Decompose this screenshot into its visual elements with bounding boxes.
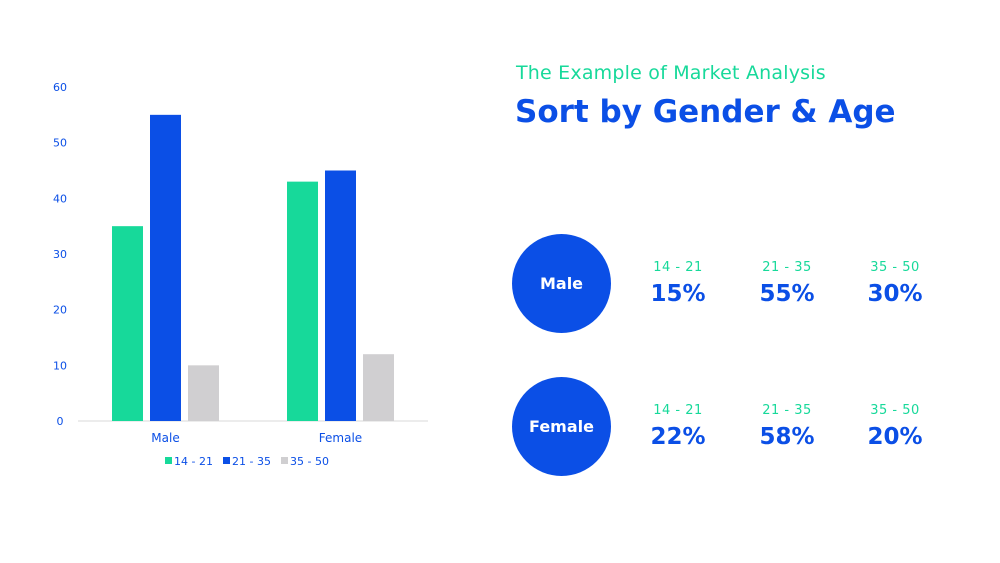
bar (150, 114, 181, 421)
age-label: 14 - 21 (653, 260, 703, 275)
bar (325, 170, 356, 421)
y-tick-label: 50 (53, 137, 67, 150)
legend-swatch (223, 457, 230, 464)
female-stat-35-50: 35 - 50 20% (845, 403, 945, 450)
y-tick-label: 20 (53, 304, 67, 317)
page-title: Sort by Gender & Age (515, 94, 896, 130)
male-stat-21-35: 21 - 35 55% (737, 260, 837, 307)
percentage-value: 22% (650, 424, 706, 450)
legend-label: 14 - 21 (174, 455, 213, 468)
percentage-value: 30% (867, 281, 923, 307)
age-label: 21 - 35 (762, 260, 812, 275)
y-axis-ticks: 0 10 20 30 40 50 60 (53, 81, 67, 428)
y-tick-label: 30 (53, 248, 67, 261)
bar (112, 226, 143, 421)
bar (287, 181, 318, 421)
female-circle: Female (512, 377, 611, 476)
bars (112, 114, 394, 421)
x-category-label: Male (151, 431, 179, 445)
category-labels: Male Female (151, 431, 362, 445)
legend-label: 35 - 50 (290, 455, 329, 468)
bar (363, 354, 394, 421)
x-category-label: Female (319, 431, 362, 445)
female-stat-21-35: 21 - 35 58% (737, 403, 837, 450)
legend-swatch (165, 457, 172, 464)
female-breakdown: Female 14 - 21 22% 21 - 35 58% 35 - 50 2… (512, 377, 952, 477)
legend-swatch (281, 457, 288, 464)
male-circle: Male (512, 234, 611, 333)
subtitle: The Example of Market Analysis (516, 62, 826, 84)
percentage-value: 15% (650, 281, 706, 307)
y-tick-label: 40 (53, 192, 67, 205)
y-tick-label: 60 (53, 81, 67, 94)
percentage-value: 58% (759, 424, 815, 450)
bar (188, 365, 219, 421)
bar-chart: 0 10 20 30 40 50 60 Male Female 14 - 21 21 - 35 3… (53, 81, 428, 468)
male-stat-35-50: 35 - 50 30% (845, 260, 945, 307)
age-label: 14 - 21 (653, 403, 703, 418)
y-tick-label: 0 (57, 415, 64, 428)
age-label: 35 - 50 (870, 260, 920, 275)
female-stat-14-21: 14 - 21 22% (628, 403, 728, 450)
chart-legend: 14 - 21 21 - 35 35 - 50 (165, 455, 329, 468)
age-label: 21 - 35 (762, 403, 812, 418)
percentage-value: 20% (867, 424, 923, 450)
percentage-value: 55% (759, 281, 815, 307)
age-label: 35 - 50 (870, 403, 920, 418)
y-tick-label: 10 (53, 359, 67, 372)
legend-label: 21 - 35 (232, 455, 271, 468)
male-breakdown: Male 14 - 21 15% 21 - 35 55% 35 - 50 30% (512, 234, 952, 334)
male-stat-14-21: 14 - 21 15% (628, 260, 728, 307)
